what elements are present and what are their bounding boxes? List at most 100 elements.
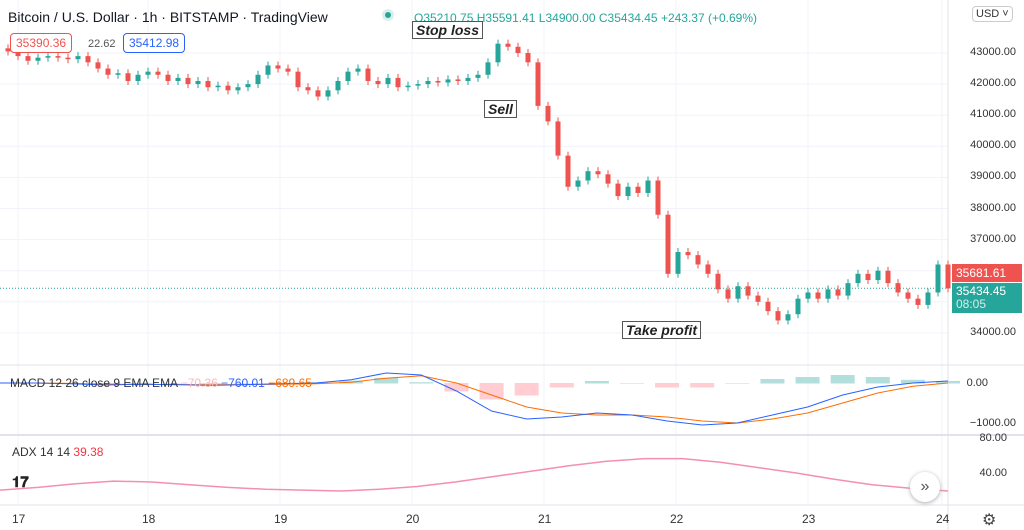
candle bbox=[265, 65, 271, 75]
time-tick: 22 bbox=[670, 512, 684, 526]
macd-histogram-bar bbox=[830, 375, 855, 384]
candle bbox=[705, 264, 711, 274]
candle bbox=[445, 79, 451, 83]
price-tick: 40000.00 bbox=[970, 139, 1016, 152]
time-tick: 23 bbox=[802, 512, 816, 526]
candle bbox=[355, 68, 361, 72]
candle bbox=[685, 252, 691, 256]
candle bbox=[155, 71, 161, 75]
candle bbox=[895, 283, 901, 293]
scroll-to-realtime-button[interactable]: » bbox=[910, 472, 940, 502]
candle bbox=[535, 62, 541, 106]
settings-gear-icon[interactable]: ⚙ bbox=[982, 512, 997, 529]
candle bbox=[55, 56, 61, 58]
candle bbox=[435, 80, 441, 83]
change-value: +243.37 (+0.69%) bbox=[660, 11, 758, 25]
candle bbox=[45, 56, 51, 58]
market-status-icon bbox=[382, 9, 394, 21]
macd-histogram-bar bbox=[760, 379, 785, 384]
candle bbox=[65, 57, 71, 60]
candle bbox=[495, 43, 501, 63]
candle bbox=[515, 46, 521, 53]
adx-tick-0: 80.00 bbox=[979, 432, 1007, 444]
time-tick: 17 bbox=[12, 512, 26, 526]
candle bbox=[875, 270, 881, 281]
candle bbox=[845, 283, 851, 296]
candle bbox=[775, 311, 781, 321]
candle bbox=[575, 180, 581, 187]
currency-select[interactable]: USD ˅ bbox=[972, 6, 1013, 22]
time-tick: 19 bbox=[274, 512, 288, 526]
candle bbox=[615, 183, 621, 197]
tradingview-logo-icon[interactable]: 𝟏𝟕 bbox=[12, 474, 29, 491]
macd-histogram-bar bbox=[620, 383, 644, 384]
adx-tick-1: 40.00 bbox=[979, 467, 1007, 479]
candle bbox=[5, 48, 11, 52]
candle bbox=[25, 56, 31, 61]
adx-line bbox=[0, 457, 949, 492]
macd-signal-value: −689.65 bbox=[268, 376, 312, 390]
symbol-title[interactable]: Bitcoin / U.S. Dollar · 1h · BITSTAMP · … bbox=[8, 9, 328, 25]
macd-histogram-bar bbox=[725, 383, 750, 384]
candle bbox=[235, 87, 241, 91]
candle bbox=[315, 90, 321, 97]
candle bbox=[105, 68, 111, 75]
candle bbox=[275, 65, 281, 69]
macd-histogram-bar bbox=[128, 382, 153, 384]
candle bbox=[695, 255, 701, 265]
price-tick: 34000.00 bbox=[970, 325, 1016, 338]
price-tick: 42000.00 bbox=[970, 77, 1016, 90]
price-tick: 41000.00 bbox=[970, 108, 1016, 121]
sell-annotation[interactable]: Sell bbox=[484, 100, 517, 118]
candle bbox=[485, 62, 491, 75]
macd-label[interactable]: MACD 12 26 close 9 EMA EMA bbox=[10, 376, 178, 390]
macd-histogram-bar bbox=[795, 377, 820, 384]
candle bbox=[405, 85, 411, 88]
candle bbox=[855, 273, 861, 284]
time-tick: 24 bbox=[936, 512, 950, 526]
buy-price-button[interactable]: 35412.98 bbox=[123, 33, 186, 53]
time-tick: 18 bbox=[142, 512, 156, 526]
macd-histogram-bar bbox=[444, 383, 469, 392]
candle bbox=[595, 171, 601, 175]
macd-histogram-bar bbox=[900, 379, 925, 384]
candle bbox=[865, 273, 871, 281]
candle bbox=[665, 214, 671, 274]
candle bbox=[455, 79, 461, 81]
candle bbox=[605, 174, 611, 184]
high-price-tag: 35681.61 bbox=[952, 264, 1022, 282]
candle bbox=[585, 171, 591, 181]
macd-histogram-bar bbox=[198, 383, 223, 385]
candle bbox=[805, 292, 811, 299]
currency-label: USD bbox=[976, 8, 1000, 20]
candle bbox=[145, 71, 151, 75]
candle bbox=[505, 43, 511, 47]
candle bbox=[625, 186, 631, 197]
candle bbox=[165, 74, 171, 81]
candle bbox=[95, 62, 101, 69]
take-profit-annotation[interactable]: Take profit bbox=[622, 321, 702, 339]
macd-histogram-bar bbox=[233, 383, 258, 384]
countdown-tag: 08:05 bbox=[956, 297, 987, 311]
candle bbox=[415, 84, 421, 86]
macd-histogram-bar bbox=[690, 383, 715, 388]
candle bbox=[125, 73, 131, 81]
macd-histogram-bar bbox=[865, 377, 890, 384]
macd-tick-1: −1000.00 bbox=[969, 417, 1016, 429]
stop-loss-annotation[interactable]: Stop loss bbox=[412, 21, 484, 39]
macd-histogram-bar bbox=[409, 382, 434, 384]
price-tick: 43000.00 bbox=[970, 46, 1016, 58]
candle bbox=[285, 68, 291, 72]
candle bbox=[205, 80, 211, 88]
sell-price-button[interactable]: 35390.36 bbox=[10, 33, 73, 53]
adx-legend: ADX 14 14 39.38 bbox=[12, 445, 103, 459]
macd-legend: MACD 12 26 close 9 EMA EMA −70.36 −760.0… bbox=[10, 376, 312, 390]
candle bbox=[635, 186, 641, 193]
candle bbox=[945, 264, 951, 289]
candle bbox=[755, 295, 761, 302]
adx-label[interactable]: ADX 14 14 bbox=[12, 445, 71, 459]
candle bbox=[785, 314, 791, 321]
candle bbox=[715, 273, 721, 290]
candle bbox=[385, 77, 391, 85]
